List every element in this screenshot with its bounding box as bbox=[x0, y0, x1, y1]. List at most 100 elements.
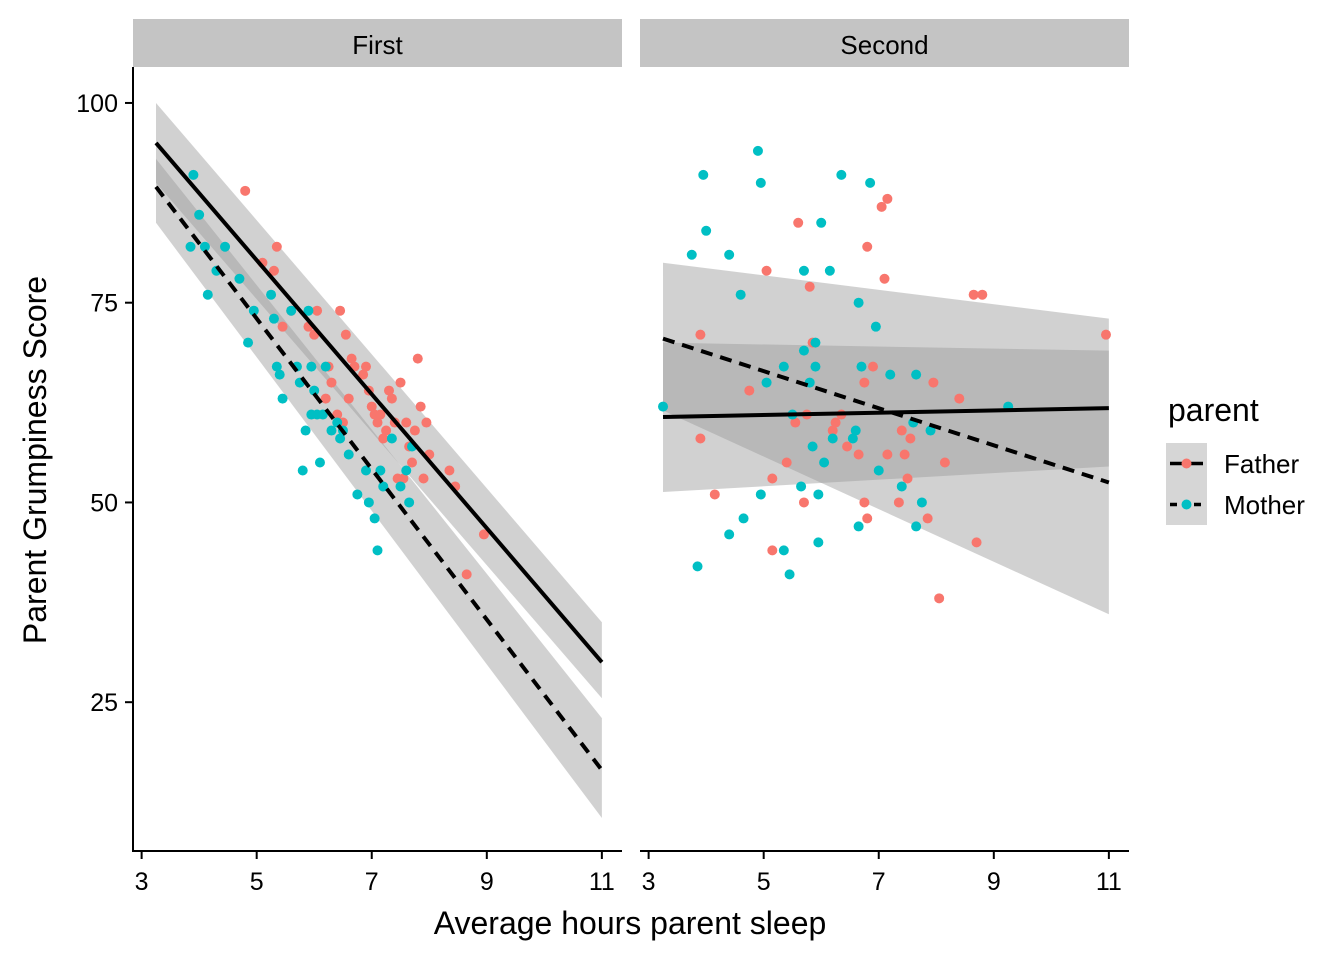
data-point-father bbox=[934, 593, 945, 604]
data-point-mother bbox=[738, 513, 749, 524]
data-point-father bbox=[395, 377, 406, 388]
data-point-mother bbox=[300, 425, 311, 436]
data-point-mother bbox=[911, 369, 922, 380]
data-point-mother bbox=[827, 433, 838, 444]
confidence-band-mother bbox=[663, 262, 1109, 615]
data-point-father bbox=[240, 185, 251, 196]
data-point-mother bbox=[686, 249, 697, 260]
facet-strip-label: First bbox=[352, 30, 403, 60]
data-point-mother bbox=[755, 177, 766, 188]
y-tick-label: 75 bbox=[90, 290, 118, 318]
data-point-mother bbox=[778, 545, 789, 556]
data-point-father bbox=[320, 393, 331, 404]
x-tick-label: 11 bbox=[589, 868, 615, 896]
data-point-mother bbox=[755, 489, 766, 500]
data-point-mother bbox=[375, 465, 386, 476]
x-tick-label: 3 bbox=[135, 868, 149, 896]
data-point-father bbox=[867, 361, 878, 372]
data-point-father bbox=[893, 497, 904, 508]
data-point-mother bbox=[807, 441, 818, 452]
data-point-father bbox=[401, 417, 412, 428]
data-point-father bbox=[312, 305, 323, 316]
data-point-mother bbox=[188, 169, 199, 180]
data-point-mother bbox=[266, 289, 277, 300]
data-point-father bbox=[896, 425, 907, 436]
legend-title: parent bbox=[1168, 392, 1259, 428]
data-point-mother bbox=[692, 561, 703, 572]
data-point-father bbox=[326, 377, 337, 388]
data-point-father bbox=[905, 433, 916, 444]
data-point-father bbox=[372, 417, 383, 428]
data-point-father bbox=[358, 369, 369, 380]
data-point-mother bbox=[352, 489, 363, 500]
data-point-father bbox=[744, 385, 755, 396]
data-point-mother bbox=[360, 465, 371, 476]
data-point-father bbox=[862, 241, 873, 252]
data-point-father bbox=[384, 385, 395, 396]
data-point-mother bbox=[658, 401, 669, 412]
data-point-mother bbox=[185, 241, 196, 252]
data-point-mother bbox=[303, 305, 314, 316]
data-point-father bbox=[461, 569, 472, 580]
data-point-mother bbox=[796, 481, 807, 492]
data-point-mother bbox=[320, 361, 331, 372]
data-point-father bbox=[1100, 329, 1111, 340]
facet-strip bbox=[640, 19, 1129, 67]
data-point-mother bbox=[701, 225, 712, 236]
data-point-mother bbox=[199, 241, 210, 252]
data-point-father bbox=[375, 409, 386, 420]
data-point-mother bbox=[234, 273, 245, 284]
data-point-mother bbox=[850, 425, 861, 436]
data-point-mother bbox=[317, 409, 328, 420]
data-point-father bbox=[409, 425, 420, 436]
data-point-mother bbox=[810, 337, 821, 348]
facet-strip-label: Second bbox=[840, 30, 928, 60]
data-point-father bbox=[709, 489, 720, 500]
data-point-mother bbox=[698, 169, 709, 180]
confidence-band-father bbox=[663, 342, 1109, 493]
data-point-mother bbox=[911, 521, 922, 532]
data-point-mother bbox=[853, 297, 864, 308]
data-point-father bbox=[378, 433, 389, 444]
data-point-father bbox=[412, 353, 423, 364]
data-point-mother bbox=[309, 385, 320, 396]
data-point-mother bbox=[335, 433, 346, 444]
x-tick-label: 11 bbox=[1096, 868, 1122, 896]
data-point-mother bbox=[819, 457, 830, 468]
data-point-mother bbox=[752, 145, 763, 156]
data-point-father bbox=[343, 393, 354, 404]
data-point-mother bbox=[856, 361, 867, 372]
data-point-father bbox=[876, 201, 887, 212]
data-point-mother bbox=[194, 209, 205, 220]
data-point-mother bbox=[724, 249, 735, 260]
data-point-mother bbox=[363, 497, 374, 508]
data-point-mother bbox=[386, 433, 397, 444]
data-point-mother bbox=[271, 361, 282, 372]
data-point-father bbox=[939, 457, 950, 468]
legend-point-father bbox=[1181, 458, 1192, 469]
facet-strip bbox=[133, 19, 622, 67]
regression-line-father bbox=[154, 141, 604, 664]
data-point-mother bbox=[306, 361, 317, 372]
data-point-father bbox=[767, 473, 778, 484]
data-point-mother bbox=[798, 345, 809, 356]
data-point-father bbox=[398, 473, 409, 484]
data-point-father bbox=[899, 449, 910, 460]
data-point-mother bbox=[816, 217, 827, 228]
data-point-father bbox=[767, 545, 778, 556]
data-point-mother bbox=[778, 361, 789, 372]
data-point-father bbox=[882, 193, 893, 204]
data-point-mother bbox=[735, 289, 746, 300]
data-point-father bbox=[761, 265, 772, 276]
data-point-mother bbox=[286, 305, 297, 316]
data-point-mother bbox=[784, 569, 795, 580]
data-point-father bbox=[827, 425, 838, 436]
data-point-mother bbox=[326, 425, 337, 436]
data-point-father bbox=[421, 417, 432, 428]
x-tick-label: 5 bbox=[250, 868, 264, 896]
data-point-father bbox=[793, 217, 804, 228]
data-point-mother bbox=[847, 433, 858, 444]
data-point-mother bbox=[243, 337, 254, 348]
data-point-father bbox=[381, 425, 392, 436]
